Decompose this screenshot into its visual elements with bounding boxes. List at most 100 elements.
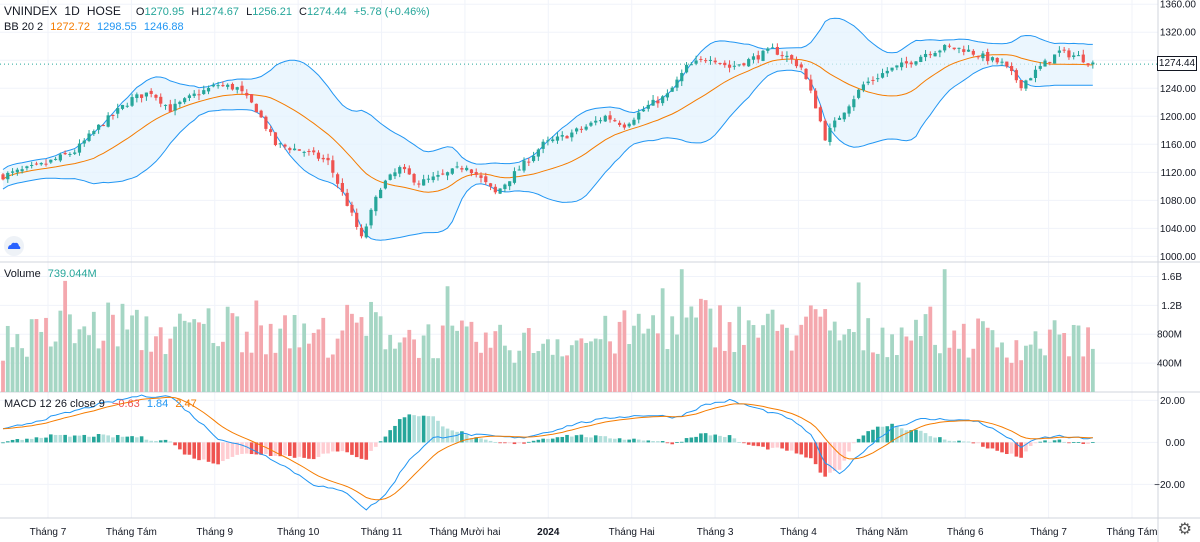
volume-bar[interactable] — [144, 316, 149, 392]
candle[interactable] — [938, 49, 942, 58]
candle[interactable] — [484, 172, 488, 186]
volume-bar[interactable] — [493, 331, 498, 392]
candle[interactable] — [546, 136, 550, 146]
candle[interactable] — [15, 167, 19, 176]
candle[interactable] — [68, 152, 72, 158]
candle[interactable] — [699, 56, 703, 63]
macd-histogram-bar[interactable] — [407, 414, 412, 443]
candle[interactable] — [804, 68, 808, 80]
volume-bar[interactable] — [794, 335, 799, 392]
candle[interactable] — [1091, 60, 1095, 69]
candle[interactable] — [474, 168, 478, 178]
candle[interactable] — [130, 93, 134, 107]
macd-histogram-bar[interactable] — [1057, 439, 1062, 443]
volume-bar[interactable] — [837, 340, 842, 392]
macd-histogram-bar[interactable] — [455, 431, 459, 443]
macd-histogram-bar[interactable] — [828, 442, 832, 473]
macd-histogram-bar[interactable] — [297, 442, 302, 457]
volume-bar[interactable] — [350, 313, 354, 392]
volume-bar[interactable] — [565, 355, 569, 392]
volume-bar[interactable] — [96, 348, 101, 392]
macd-histogram-bar[interactable] — [264, 442, 268, 454]
macd-histogram-bar[interactable] — [942, 439, 947, 443]
candle[interactable] — [211, 82, 215, 88]
macd-histogram-bar[interactable] — [555, 437, 560, 443]
macd-histogram-bar[interactable] — [173, 442, 177, 446]
candle[interactable] — [178, 100, 182, 108]
candle[interactable] — [943, 44, 947, 53]
candle[interactable] — [737, 64, 741, 67]
macd-histogram-bar[interactable] — [244, 442, 249, 454]
macd-histogram-bar[interactable] — [378, 441, 383, 443]
candle[interactable] — [761, 49, 765, 62]
macd-histogram-bar[interactable] — [918, 430, 923, 443]
candle[interactable] — [149, 88, 153, 98]
candle[interactable] — [880, 68, 885, 79]
candle[interactable] — [359, 224, 364, 239]
macd-histogram-bar[interactable] — [570, 436, 574, 443]
candle[interactable] — [503, 183, 507, 193]
volume-bar[interactable] — [632, 325, 636, 392]
macd-histogram-bar[interactable] — [5, 441, 10, 443]
candle[interactable] — [613, 118, 617, 122]
candle[interactable] — [962, 45, 966, 56]
macd-histogram-bar[interactable] — [560, 436, 565, 443]
macd-histogram-bar[interactable] — [832, 442, 837, 472]
volume-bar[interactable] — [307, 343, 311, 392]
candle[interactable] — [465, 165, 469, 172]
tradingview-logo-icon[interactable] — [4, 236, 24, 256]
macd-histogram-bar[interactable] — [503, 442, 507, 444]
macd-histogram-bar[interactable] — [383, 436, 388, 443]
volume-bar[interactable] — [1004, 357, 1009, 392]
candle[interactable] — [402, 164, 407, 173]
volume-bar[interactable] — [1, 360, 5, 392]
candle[interactable] — [981, 50, 985, 62]
volume-bar[interactable] — [937, 353, 942, 392]
candle[interactable] — [331, 155, 335, 178]
candle[interactable] — [25, 165, 29, 171]
volume-bar[interactable] — [703, 300, 708, 392]
macd-histogram-bar[interactable] — [985, 442, 990, 449]
candle[interactable] — [575, 127, 579, 135]
macd-histogram-bar[interactable] — [192, 442, 196, 459]
volume-bar[interactable] — [192, 319, 197, 392]
candle[interactable] — [608, 111, 612, 123]
volume-bar[interactable] — [283, 315, 287, 392]
macd-histogram-bar[interactable] — [63, 434, 67, 443]
macd-histogram-bar[interactable] — [718, 435, 722, 443]
volume-bar[interactable] — [780, 324, 785, 392]
macd-histogram-bar[interactable] — [426, 416, 431, 443]
macd-histogram-bar[interactable] — [933, 437, 937, 443]
volume-bar[interactable] — [5, 325, 10, 392]
candle[interactable] — [565, 135, 569, 139]
volume-bar[interactable] — [742, 344, 746, 392]
volume-bar[interactable] — [216, 346, 220, 392]
volume-bar[interactable] — [292, 314, 297, 392]
candle[interactable] — [541, 139, 545, 154]
volume-bar[interactable] — [345, 304, 350, 392]
candle[interactable] — [536, 148, 540, 161]
volume-bar[interactable] — [111, 314, 115, 392]
volume-bar[interactable] — [264, 354, 268, 392]
macd-histogram-bar[interactable] — [158, 440, 163, 443]
volume-bar[interactable] — [77, 329, 82, 392]
macd-histogram-bar[interactable] — [923, 433, 928, 443]
candle[interactable] — [1043, 58, 1047, 67]
volume-bar[interactable] — [1033, 331, 1038, 392]
candle[interactable] — [183, 97, 187, 105]
candle[interactable] — [751, 53, 756, 64]
volume-bar[interactable] — [933, 344, 937, 392]
candle[interactable] — [584, 124, 588, 131]
macd-histogram-bar[interactable] — [154, 440, 158, 443]
macd-histogram-bar[interactable] — [331, 442, 335, 452]
candle[interactable] — [288, 146, 292, 154]
macd-histogram-bar[interactable] — [259, 442, 263, 455]
candle[interactable] — [747, 57, 751, 67]
macd-histogram-bar[interactable] — [660, 441, 665, 443]
macd-histogram-bar[interactable] — [904, 430, 909, 443]
macd-histogram-bar[interactable] — [957, 440, 961, 443]
macd-histogram-bar[interactable] — [402, 417, 407, 443]
macd-histogram-bar[interactable] — [636, 439, 641, 443]
macd-histogram-bar[interactable] — [1019, 442, 1023, 458]
volume-bar[interactable] — [665, 349, 670, 392]
